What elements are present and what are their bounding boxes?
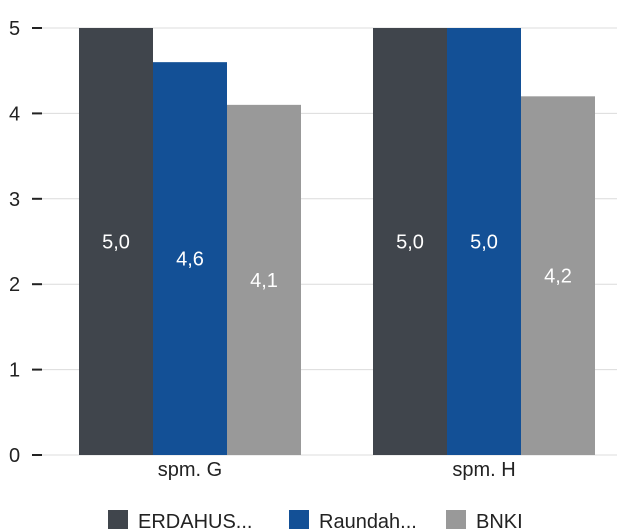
bar-1-2: [373, 28, 447, 455]
x-axis: spm. G spm. H: [158, 459, 516, 481]
bar-3-2: [521, 96, 595, 455]
legend-label: ERDAHUS...: [138, 511, 252, 529]
data-label: 5,0: [396, 232, 424, 254]
legend-label: BNKI: [476, 511, 523, 529]
data-label: 5,0: [470, 232, 498, 254]
legend-swatch: [289, 510, 309, 529]
data-label: 4,2: [544, 266, 572, 288]
y-tick-label: 2: [9, 274, 20, 296]
bars: 5,0 4,6 4,1 5,0 5,0 4,2: [79, 28, 595, 456]
data-label: 4,1: [250, 270, 278, 292]
y-tick-label: 4: [9, 103, 20, 125]
data-label: 4,6: [176, 249, 204, 271]
bar-1-1: [79, 28, 153, 455]
category-label: spm. H: [452, 459, 515, 481]
bar-2-2: [447, 28, 521, 455]
y-tick-label: 0: [9, 445, 20, 467]
legend: ERDAHUS... Raundah... BNKI: [108, 510, 523, 529]
data-label: 5,0: [102, 232, 130, 254]
bar-2-1: [153, 62, 227, 455]
category-label: spm. G: [158, 459, 222, 481]
y-tick-label: 1: [9, 360, 20, 382]
legend-swatch: [446, 510, 466, 529]
y-axis: 0 1 2 3 4 5: [9, 18, 42, 467]
y-tick-label: 5: [9, 18, 20, 40]
legend-swatch: [108, 510, 128, 529]
bar-3-1: [227, 104, 301, 456]
y-tick-label: 3: [9, 189, 20, 211]
legend-label: Raundah...: [319, 511, 417, 529]
